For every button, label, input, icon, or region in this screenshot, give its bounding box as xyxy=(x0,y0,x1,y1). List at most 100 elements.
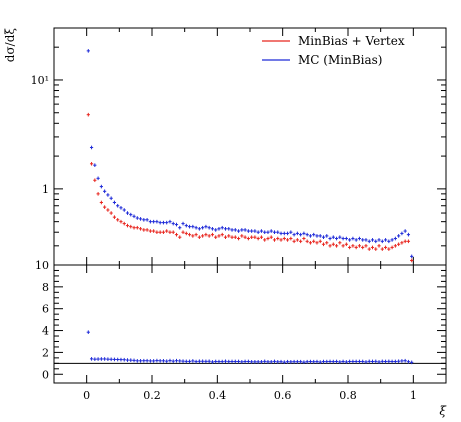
ratio-point-mc-minbias xyxy=(243,359,247,364)
main-point-minbias-vertex xyxy=(168,230,172,235)
main-point-minbias-vertex xyxy=(122,221,126,226)
x-tick-label: 0.6 xyxy=(274,389,292,402)
main-point-mc-minbias xyxy=(184,223,188,228)
main-point-mc-minbias xyxy=(295,231,299,236)
main-point-minbias-vertex xyxy=(89,161,94,166)
main-point-mc-minbias xyxy=(171,221,175,226)
ratio-point-mc-minbias xyxy=(119,357,123,362)
main-point-mc-minbias xyxy=(145,218,149,222)
main-point-minbias-vertex xyxy=(318,239,322,244)
main-point-mc-minbias xyxy=(266,230,270,235)
main-point-minbias-vertex xyxy=(148,229,152,233)
main-point-minbias-vertex xyxy=(272,238,277,242)
main-point-mc-minbias xyxy=(315,234,319,238)
main-point-mc-minbias xyxy=(122,208,126,212)
legend-label-minbias-vertex: MinBias + Vertex xyxy=(298,34,405,48)
main-point-minbias-vertex xyxy=(374,247,378,251)
main-point-mc-minbias xyxy=(338,235,342,239)
main-point-mc-minbias xyxy=(214,228,218,232)
ratio-point-mc-minbias xyxy=(321,359,326,364)
main-point-minbias-vertex xyxy=(214,235,218,239)
ratio-point-mc-minbias xyxy=(109,357,113,362)
main-point-minbias-vertex xyxy=(315,240,319,245)
main-point-mc-minbias xyxy=(217,226,221,231)
main-point-minbias-vertex xyxy=(135,225,139,230)
main-point-minbias-vertex xyxy=(263,238,267,242)
ratio-point-mc-minbias xyxy=(152,359,156,363)
main-point-mc-minbias xyxy=(403,229,407,233)
main-point-minbias-vertex xyxy=(364,244,368,248)
ratio-point-mc-minbias xyxy=(135,359,139,363)
main-point-mc-minbias xyxy=(233,228,237,232)
main-point-mc-minbias xyxy=(187,224,192,229)
main-point-minbias-vertex xyxy=(184,231,188,236)
ratio-point-mc-minbias xyxy=(318,360,322,364)
ratio-point-mc-minbias xyxy=(279,359,283,364)
ratio-point-mc-minbias xyxy=(184,359,188,364)
main-plot-frame xyxy=(53,27,447,266)
ratio-point-mc-minbias xyxy=(380,359,384,364)
main-point-mc-minbias xyxy=(210,226,215,231)
main-point-mc-minbias xyxy=(246,229,250,233)
main-point-mc-minbias xyxy=(181,221,185,226)
main-point-minbias-vertex xyxy=(161,230,166,235)
x-tick-labels: 0 0.2 0.4 0.6 0.8 1 xyxy=(83,389,417,402)
main-point-minbias-vertex xyxy=(99,200,103,205)
ratio-point-mc-minbias xyxy=(223,359,228,364)
main-point-minbias-vertex xyxy=(227,234,231,238)
ratio-point-mc-minbias xyxy=(165,359,169,363)
main-point-minbias-vertex xyxy=(181,230,185,235)
main-point-mc-minbias xyxy=(276,230,280,235)
ratio-point-mc-minbias xyxy=(112,357,117,362)
ratio-point-mc-minbias xyxy=(282,360,286,364)
main-point-mc-minbias xyxy=(253,229,257,233)
main-point-minbias-vertex xyxy=(155,230,159,235)
main-point-mc-minbias xyxy=(93,163,97,167)
ratio-point-mc-minbias xyxy=(285,359,290,364)
ratio-point-mc-minbias xyxy=(227,359,231,364)
ratio-plot-frame xyxy=(53,264,447,384)
main-point-mc-minbias xyxy=(223,226,228,231)
main-point-mc-minbias xyxy=(165,220,169,225)
ratio-point-mc-minbias xyxy=(86,330,90,334)
main-point-mc-minbias xyxy=(263,230,267,235)
x-axis-title: ξ xyxy=(439,404,447,418)
ratio-point-mc-minbias xyxy=(106,357,110,361)
main-point-minbias-vertex xyxy=(103,205,107,209)
main-point-mc-minbias xyxy=(380,239,384,244)
main-y-tick-label: 10¹ xyxy=(31,74,49,87)
main-point-minbias-vertex xyxy=(325,240,329,245)
main-point-minbias-vertex xyxy=(400,240,404,245)
ratio-point-mc-minbias xyxy=(168,358,172,363)
main-point-minbias-vertex xyxy=(223,235,228,239)
ratio-point-mc-minbias xyxy=(174,358,179,363)
main-point-minbias-vertex xyxy=(338,240,342,245)
ratio-point-mc-minbias xyxy=(383,359,388,364)
main-point-minbias-vertex xyxy=(276,236,280,241)
ratio-point-mc-minbias xyxy=(201,359,205,364)
main-point-mc-minbias xyxy=(89,145,94,150)
ratio-point-mc-minbias xyxy=(246,359,250,364)
main-point-minbias-vertex xyxy=(302,236,306,241)
main-y-ticks xyxy=(54,27,446,266)
ratio-point-mc-minbias xyxy=(367,359,371,364)
main-point-minbias-vertex xyxy=(299,239,303,244)
main-point-mc-minbias xyxy=(348,238,352,242)
main-point-mc-minbias xyxy=(152,219,156,224)
main-point-minbias-vertex xyxy=(361,245,365,250)
ratio-point-mc-minbias xyxy=(103,357,107,361)
x-tick-label: 0.2 xyxy=(143,389,161,402)
main-point-mc-minbias xyxy=(116,203,120,208)
ratio-point-mc-minbias xyxy=(142,358,146,363)
main-point-mc-minbias xyxy=(312,232,316,237)
ratio-point-mc-minbias xyxy=(393,359,397,364)
main-point-minbias-vertex xyxy=(220,232,224,237)
ratio-point-mc-minbias xyxy=(315,359,319,364)
ratio-point-mc-minbias xyxy=(148,359,152,363)
main-point-mc-minbias xyxy=(135,216,139,220)
main-point-mc-minbias xyxy=(383,238,388,242)
ratio-point-mc-minbias xyxy=(357,359,362,364)
main-point-minbias-vertex xyxy=(138,226,143,231)
main-point-minbias-vertex xyxy=(204,232,208,237)
